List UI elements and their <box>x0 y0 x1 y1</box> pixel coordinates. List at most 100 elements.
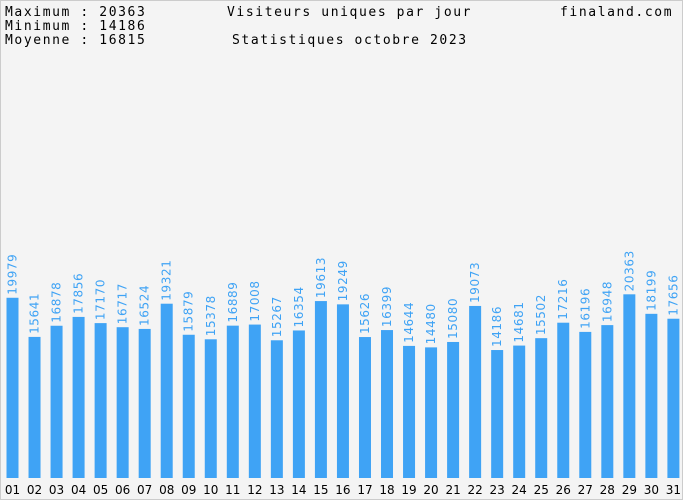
bar-08 <box>160 303 173 478</box>
x-label-06: 06 <box>115 483 130 497</box>
bar-16 <box>336 304 349 478</box>
x-label-22: 22 <box>467 483 482 497</box>
x-label-28: 28 <box>600 483 615 497</box>
value-label-04: 17856 <box>72 273 86 314</box>
value-label-10: 15378 <box>204 295 218 336</box>
x-label-24: 24 <box>512 483 527 497</box>
site-name: finaland.com <box>560 5 673 20</box>
x-axis-labels-group: 01 02 03 04 05 06 07 08 09 10 11 12 13 14 15 16 17 18 19 20… <box>5 483 681 497</box>
avg-label: Moyenne : 16815 <box>5 33 146 48</box>
bar-11 <box>226 325 239 478</box>
value-label-20: 14480 <box>424 303 438 344</box>
bar-22 <box>469 305 482 478</box>
x-label-09: 09 <box>181 483 196 497</box>
chart-title: Visiteurs uniques par jour <box>227 5 472 20</box>
min-label: Minimum : 14186 <box>5 19 146 34</box>
bar-14 <box>292 330 305 478</box>
bar-03 <box>50 325 63 478</box>
bar-25 <box>535 338 548 478</box>
value-label-19: 14644 <box>402 302 416 343</box>
value-label-27: 16196 <box>578 288 592 329</box>
x-label-08: 08 <box>159 483 174 497</box>
value-label-02: 15641 <box>28 293 42 334</box>
bar-23 <box>491 350 504 478</box>
value-label-28: 16948 <box>600 281 614 322</box>
value-label-06: 16717 <box>116 283 130 324</box>
bar-17 <box>358 337 371 478</box>
bar-10 <box>204 339 217 478</box>
x-label-07: 07 <box>137 483 152 497</box>
value-label-25: 15502 <box>534 294 548 335</box>
bar-01 <box>6 297 19 478</box>
bar-20 <box>425 347 438 478</box>
value-label-16: 19249 <box>336 260 350 301</box>
value-label-17: 15626 <box>358 293 372 334</box>
bar-18 <box>381 330 394 478</box>
value-label-09: 15879 <box>182 291 196 332</box>
value-label-15: 19613 <box>314 257 328 298</box>
value-label-23: 14186 <box>490 306 504 347</box>
bar-02 <box>28 336 41 478</box>
bar-05 <box>94 323 107 478</box>
x-label-03: 03 <box>49 483 64 497</box>
bar-30 <box>645 313 658 478</box>
x-label-30: 30 <box>644 483 659 497</box>
bar-12 <box>248 324 261 478</box>
value-label-05: 17170 <box>94 279 108 320</box>
bar-27 <box>579 331 592 478</box>
x-label-05: 05 <box>93 483 108 497</box>
x-label-26: 26 <box>556 483 571 497</box>
x-label-13: 13 <box>269 483 284 497</box>
bar-21 <box>447 341 460 478</box>
x-label-21: 21 <box>445 483 460 497</box>
bar-19 <box>403 345 416 478</box>
x-label-15: 15 <box>313 483 328 497</box>
x-label-27: 27 <box>578 483 593 497</box>
bar-26 <box>557 322 570 478</box>
x-label-04: 04 <box>71 483 86 497</box>
bar-07 <box>138 328 151 478</box>
value-label-14: 16354 <box>292 286 306 327</box>
x-label-31: 31 <box>666 483 681 497</box>
x-label-11: 11 <box>225 483 240 497</box>
max-label: Maximum : 20363 <box>5 5 146 20</box>
bar-31 <box>667 318 680 478</box>
bar-28 <box>601 325 614 478</box>
value-label-22: 19073 <box>468 262 482 303</box>
value-labels-group: 19979 15641 16878 17856 17170 16717 16524 19321… <box>6 250 681 347</box>
x-label-20: 20 <box>423 483 438 497</box>
x-label-29: 29 <box>622 483 637 497</box>
value-label-30: 18199 <box>644 270 658 311</box>
value-label-13: 15267 <box>270 296 284 337</box>
value-label-21: 15080 <box>446 298 460 339</box>
value-label-24: 14681 <box>512 301 526 342</box>
bar-24 <box>513 345 526 478</box>
value-label-18: 16399 <box>380 286 394 327</box>
value-label-07: 16524 <box>138 285 152 326</box>
x-label-25: 25 <box>534 483 549 497</box>
bar-13 <box>270 340 283 478</box>
x-label-02: 02 <box>27 483 42 497</box>
value-label-11: 16889 <box>226 281 240 322</box>
bar-09 <box>182 334 195 478</box>
x-label-16: 16 <box>335 483 350 497</box>
value-label-12: 17008 <box>248 280 262 321</box>
bar-15 <box>314 301 327 478</box>
value-label-31: 17656 <box>666 275 680 316</box>
x-label-23: 23 <box>490 483 505 497</box>
chart-subtitle: Statistiques octobre 2023 <box>232 33 468 48</box>
value-label-03: 16878 <box>50 282 64 323</box>
value-label-29: 20363 <box>622 250 636 291</box>
bars-group <box>6 294 680 478</box>
x-label-10: 10 <box>203 483 218 497</box>
bar-04 <box>72 316 85 478</box>
bar-06 <box>116 327 129 478</box>
value-label-01: 19979 <box>6 254 20 295</box>
bar-29 <box>623 294 636 478</box>
x-label-01: 01 <box>5 483 20 497</box>
x-label-19: 19 <box>401 483 416 497</box>
x-label-14: 14 <box>291 483 306 497</box>
x-label-18: 18 <box>379 483 394 497</box>
